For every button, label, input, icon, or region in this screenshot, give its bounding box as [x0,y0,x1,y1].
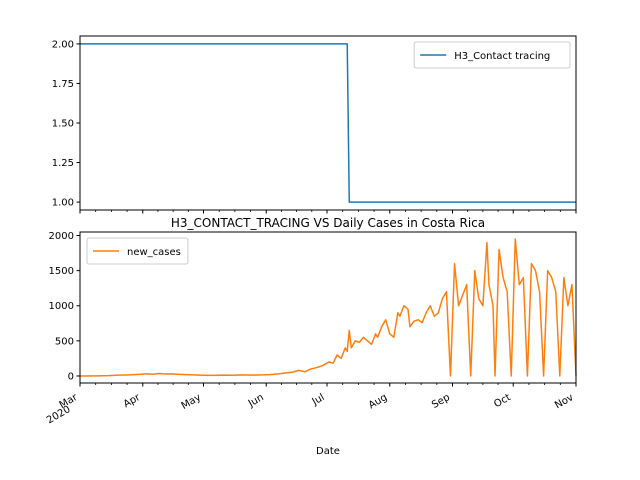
bottom-axes-frame [79,231,577,384]
y-tick-label: 0 [68,371,74,382]
top-series-layer [80,43,576,203]
y-tick-label: 1.25 [52,158,74,169]
top-x-axis [79,210,577,214]
bottom-y-axis: 0 500 1000 1500 2000 [49,231,80,382]
top-legend: H3_Contact tracing [413,41,571,69]
y-tick-label: 2.00 [52,39,74,50]
top-legend-label: H3_Contact tracing [454,51,550,62]
y-tick-label: 1.00 [52,198,74,209]
bottom-legend: new_cases [86,237,189,265]
chart-title: H3_CONTACT_TRACING VS Daily Cases in Cos… [171,216,485,230]
series-line-new-cases [79,238,577,377]
bottom-series-layer [79,238,577,377]
bottom-legend-box [86,237,189,265]
y-tick-label: 500 [55,336,74,347]
y-tick-label: 1500 [49,266,74,277]
x-axis-label: Date [316,446,340,457]
series-line-h3-contact-tracing [80,43,576,203]
top-axes: 1.00 1.25 1.50 1.75 2.00 H3_Contact tracing [52,35,577,214]
y-tick-label: 1.75 [52,79,74,90]
y-tick-label: 1000 [49,301,74,312]
top-legend-box [413,41,571,69]
bottom-legend-label: new_cases [127,247,181,258]
top-y-axis: 1.00 1.25 1.50 1.75 2.00 [52,39,80,209]
y-tick-label: 1.50 [52,119,74,130]
y-tick-label: 2000 [49,231,74,242]
